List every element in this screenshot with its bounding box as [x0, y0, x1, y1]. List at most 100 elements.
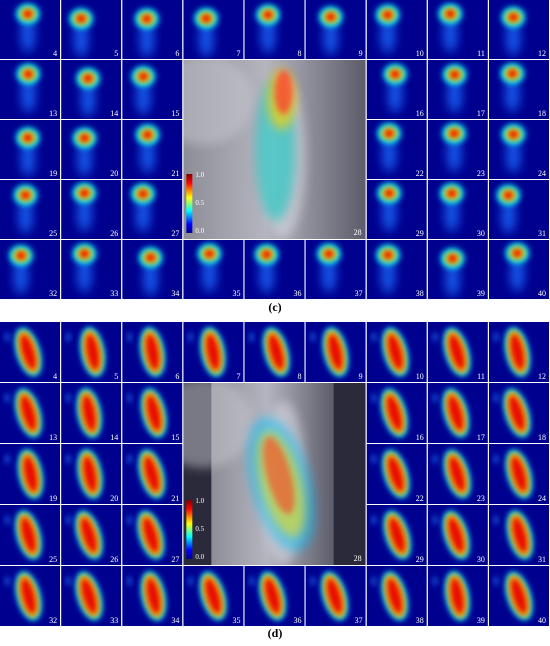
blob [77, 141, 92, 177]
heatmap-tile: 32 [0, 240, 61, 299]
blob-group [262, 327, 290, 377]
blob [510, 256, 525, 292]
panel: 4 5 6 7 8 9 10 11 12 13 14 15 16 17 18 19 20 21 22 23 24 25 26… [0, 322, 549, 626]
blob [65, 393, 71, 403]
heatmap-tile: 7 [183, 0, 244, 59]
blob [493, 393, 499, 403]
overlay [263, 436, 295, 515]
heatmap-tile: 39 [427, 566, 488, 626]
blob [23, 133, 33, 142]
blob [145, 333, 160, 371]
blob [386, 394, 403, 432]
tile-number: 11 [477, 49, 485, 58]
tile-number: 19 [49, 169, 57, 178]
tile-number: 7 [236, 372, 240, 381]
heatmap-tile: 21 [122, 444, 183, 504]
blob [387, 455, 405, 493]
colorbar-label: 1.0 [195, 497, 204, 505]
blob [381, 136, 397, 172]
tile-number: 12 [538, 372, 546, 381]
blob [65, 332, 71, 342]
blob [145, 577, 161, 615]
blob [23, 9, 33, 19]
center-number: 28 [354, 554, 362, 563]
tile-number: 13 [49, 109, 57, 118]
heatmap-tile: 16 [366, 60, 427, 119]
heatmap-tile: 30 [427, 180, 488, 239]
heatmap-tile: 32 [0, 566, 61, 626]
blob-group [137, 510, 165, 560]
tile-number: 31 [538, 555, 546, 564]
blob-group [382, 327, 409, 377]
heatmap-tile: 24 [488, 444, 549, 504]
heatmap-tile: 30 [427, 505, 488, 565]
blob [503, 191, 514, 200]
blob [65, 576, 71, 586]
blob [508, 13, 519, 22]
blob [23, 70, 34, 79]
blob [371, 393, 377, 403]
heatmap-tile: 14 [61, 60, 122, 119]
blob [142, 516, 160, 554]
blob-group [15, 571, 42, 621]
panel: 4 5 6 7 8 9 10 11 12 13 14 15 16 17 18 19 20 21 22 23 24 25 26… [0, 0, 549, 299]
tile-number: 34 [171, 616, 179, 625]
overlay-group [247, 416, 316, 552]
blob [327, 333, 344, 371]
blob-group [15, 510, 42, 560]
blob [201, 14, 212, 23]
blob-group [139, 327, 166, 377]
heatmap-tile: 10 [366, 322, 427, 382]
tile-number: 24 [538, 169, 546, 178]
blob [249, 332, 255, 342]
blob-group [380, 388, 408, 438]
blob [188, 576, 193, 586]
center-image: 1.0 0.5 0.0 28 [183, 60, 366, 239]
tile-number: 18 [538, 109, 546, 118]
skull [183, 383, 254, 468]
tile-number: 20 [110, 494, 118, 503]
blob [432, 515, 438, 525]
blob [323, 19, 338, 56]
tile-number: 4 [53, 372, 57, 381]
tile-number: 6 [175, 49, 179, 58]
blob [77, 196, 92, 232]
blob [508, 130, 519, 139]
heatmap-tile: 37 [305, 566, 366, 626]
blob [506, 20, 521, 56]
blob-group [381, 571, 409, 621]
blob-group [443, 327, 471, 377]
heatmap-tile: 39 [427, 240, 488, 299]
blob-group [199, 571, 227, 621]
blob [19, 333, 37, 371]
blob [16, 251, 26, 260]
tile-number: 14 [110, 433, 118, 442]
blob [85, 333, 101, 371]
blob [380, 17, 395, 54]
blob-group [442, 510, 470, 560]
blob [447, 516, 465, 554]
blob [141, 14, 152, 23]
blob [138, 72, 149, 81]
heatmap-tile: 38 [366, 240, 427, 299]
tile-number: 8 [298, 372, 302, 381]
blob [326, 577, 343, 615]
tile-number: 36 [294, 616, 302, 625]
tile-number: 27 [171, 555, 179, 564]
tile-number: 26 [110, 229, 118, 238]
blob-group [259, 571, 286, 621]
blob [81, 394, 97, 432]
heatmap-tile: 22 [366, 444, 427, 504]
blob [145, 394, 162, 432]
blob [140, 137, 155, 174]
blob [432, 393, 438, 403]
tile-number: 17 [477, 433, 485, 442]
tile-number: 38 [416, 616, 424, 625]
tile-number: 16 [416, 109, 424, 118]
blob [432, 454, 438, 464]
heatmap-tile: 6 [122, 0, 183, 59]
colorbar-label: 0.0 [195, 553, 204, 561]
blob [264, 577, 281, 615]
blob [127, 454, 132, 464]
